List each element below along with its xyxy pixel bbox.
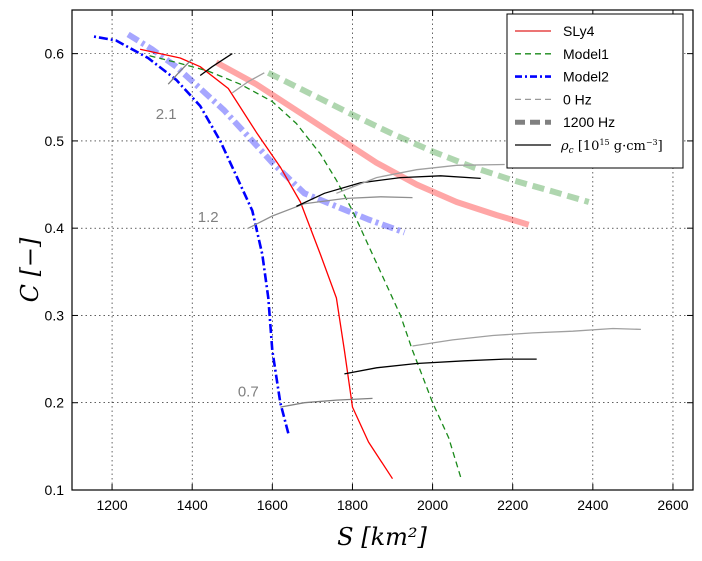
legend-box	[506, 13, 684, 169]
legend-label-rho: ρc [1015 g·cm−3]	[560, 138, 663, 156]
x-tick-label: 2200	[497, 497, 528, 513]
x-tick-label: 2600	[657, 497, 688, 513]
x-tick-label: 1400	[177, 497, 208, 513]
density-line-rho-0.7	[412, 327, 641, 347]
density-line-rho-2.1	[199, 53, 233, 77]
density-line-rho-0.7	[344, 358, 537, 375]
y-tick-label: 0.1	[45, 482, 65, 498]
series-sly4-0hz	[139, 48, 394, 480]
series-layer	[91, 31, 590, 480]
legend-label: SLy4	[563, 23, 595, 39]
y-tick-label: 0.5	[45, 133, 65, 149]
y-tick-label: 0.6	[45, 46, 65, 62]
annotations: 2.1 1.2 0.7	[156, 106, 259, 401]
rho-annotation: 1.2	[198, 209, 219, 226]
x-tick-label: 2400	[577, 497, 608, 513]
density-line-rho-1.2	[336, 163, 505, 194]
density-line-rho-2.1	[167, 58, 193, 85]
density-line-rho-2.1	[231, 72, 265, 94]
legend-label: Model2	[563, 69, 609, 85]
y-tick-label: 0.3	[45, 307, 65, 323]
series-model1-0hz	[147, 54, 462, 478]
series-model1-1200hz	[266, 70, 590, 205]
legend-label: 0 Hz	[563, 91, 592, 107]
x-tick-label: 1200	[96, 497, 127, 513]
y-tick-label: 0.4	[45, 220, 65, 236]
series-sly4-1200hz	[214, 59, 530, 228]
y-tick-label: 0.2	[45, 395, 65, 411]
series-model2-0hz	[91, 34, 290, 434]
x-tick-label: 1800	[337, 497, 368, 513]
density-line-rho-0.7	[280, 397, 373, 408]
rho-annotation: 2.1	[156, 106, 177, 123]
x-axis-title: S [km²]	[337, 523, 427, 551]
legend-label: Model1	[563, 46, 609, 62]
ticks: 1200 1400 1600 1800 2000 2200 2400 2600 0.1 0.2 0.…	[45, 10, 693, 513]
density-line-rho-1.2	[296, 175, 481, 207]
legend: SLy4 Model1 Model2 0 Hz 1200 Hz ρc [1015 g·cm…	[506, 13, 684, 169]
legend-label: 1200 Hz	[563, 114, 615, 130]
x-tick-label: 2000	[417, 497, 448, 513]
x-tick-label: 1600	[257, 497, 288, 513]
rho-annotation: 0.7	[238, 384, 259, 401]
plot-frame	[71, 9, 694, 491]
y-axis-title: C [−]	[16, 237, 44, 302]
density-lines-layer	[167, 53, 641, 408]
density-line-rho-1.2	[248, 196, 413, 229]
series-model2-1200hz	[126, 31, 406, 236]
